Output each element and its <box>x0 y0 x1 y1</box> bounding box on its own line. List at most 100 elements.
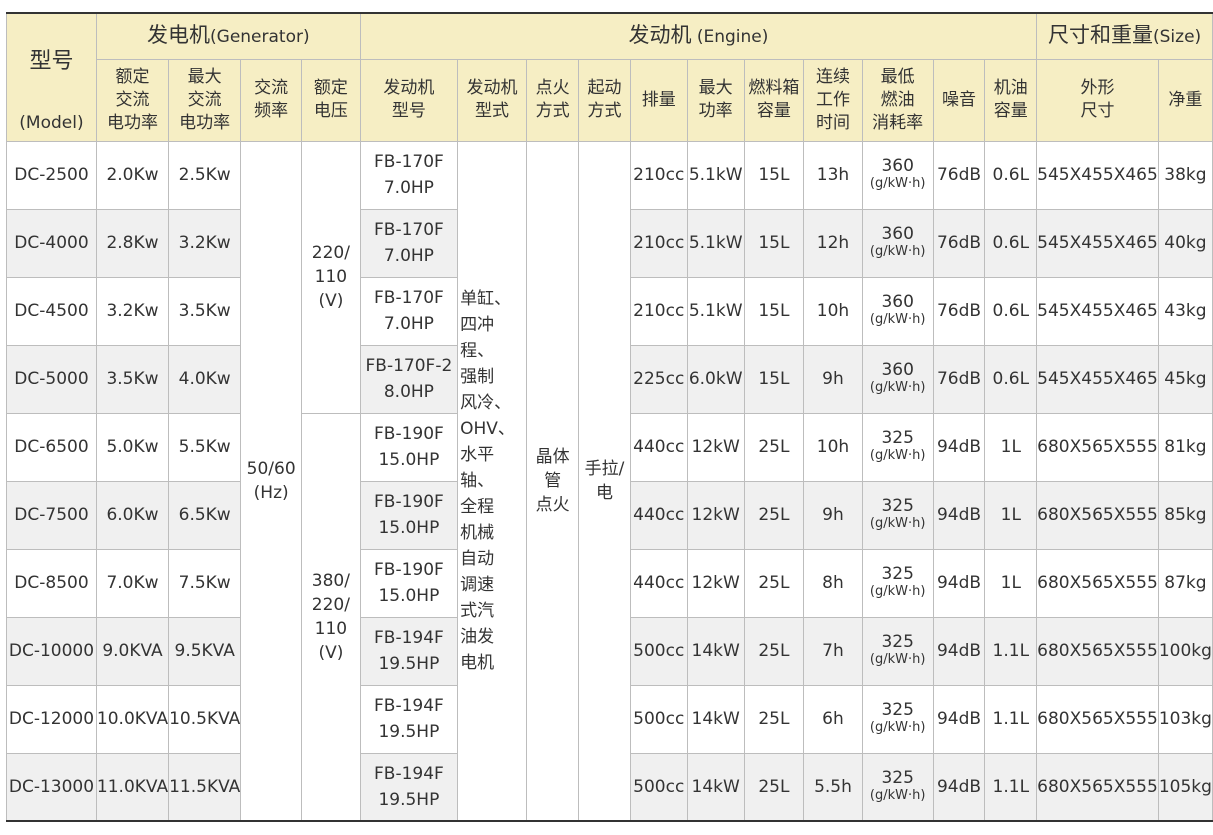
displacement-cell: 500cc <box>629 616 688 686</box>
net-weight-cell: 43kg <box>1157 276 1213 346</box>
net-weight-cell: 103kg <box>1157 684 1213 754</box>
displacement-cell: 440cc <box>629 548 688 618</box>
fuel-consumption-value: 360 <box>881 360 914 380</box>
col-oil-capacity: 机油 容量 <box>984 58 1038 142</box>
dimensions-cell: 680X565X555 <box>1036 616 1159 686</box>
dimensions-cell: 680X565X555 <box>1036 752 1159 822</box>
noise-cell: 76dB <box>932 208 986 278</box>
fuel-consumption-value: 360 <box>881 292 914 312</box>
fuel-tank-cell: 25L <box>743 480 805 550</box>
frequency-cell: 50/60 (Hz) <box>240 140 303 822</box>
noise-cell: 76dB <box>932 140 986 210</box>
max-power-cell: 7.5Kw <box>168 548 242 618</box>
net-weight-cell: 87kg <box>1157 548 1213 618</box>
fuel-consumption-value: 360 <box>881 224 914 244</box>
table-row: DC-5000 3.5Kw 4.0Kw FB-170F-2 8.0HP 225cc 6.0… <box>6 344 1213 414</box>
model-cell: DC-5000 <box>6 344 97 414</box>
header-size-cn: 尺寸和重量 <box>1048 23 1153 48</box>
table-row: DC-10000 9.0KVA 9.5KVA FB-194F 19.5HP 500cc 1… <box>6 616 1213 686</box>
oil-capacity-cell: 1.1L <box>984 616 1038 686</box>
engine-type-cell: 单缸、 四冲程、 强制 风冷、 OHV、 水平轴、 全程 机械 自动 调速 式汽… <box>457 140 527 822</box>
model-cell: DC-8500 <box>6 548 97 618</box>
runtime-cell: 10h <box>803 412 863 482</box>
displacement-cell: 210cc <box>629 140 688 210</box>
oil-capacity-cell: 1L <box>984 480 1038 550</box>
fuel-consumption-unit: (g/kW·h) <box>869 448 926 463</box>
noise-cell: 76dB <box>932 276 986 346</box>
fuel-consumption-value: 325 <box>881 632 914 652</box>
noise-cell: 76dB <box>932 344 986 414</box>
runtime-cell: 9h <box>803 480 863 550</box>
model-cell: DC-13000 <box>6 752 97 822</box>
fuel-consumption-value: 325 <box>881 496 914 516</box>
col-dimensions: 外形 尺寸 <box>1036 58 1159 142</box>
max-output-cell: 14kW <box>686 616 745 686</box>
runtime-cell: 6h <box>803 684 863 754</box>
fuel-consumption-cell: 360 (g/kW·h) <box>861 344 934 414</box>
engine-model-cell: FB-170F-2 8.0HP <box>359 344 459 414</box>
dimensions-cell: 545X455X465 <box>1036 276 1159 346</box>
max-power-cell: 10.5KVA <box>168 684 242 754</box>
col-max-power: 最大 交流 电功率 <box>168 58 242 142</box>
col-rated-power: 额定 交流 电功率 <box>95 58 170 142</box>
col-engine-type: 发动机 型式 <box>457 58 527 142</box>
col-rated-voltage: 额定 电压 <box>301 58 361 142</box>
noise-cell: 94dB <box>932 616 986 686</box>
fuel-consumption-unit: (g/kW·h) <box>869 720 926 735</box>
fuel-consumption-unit: (g/kW·h) <box>869 787 926 803</box>
header-model-cn: 型号 <box>29 48 74 74</box>
header-generator-en: (Generator) <box>210 27 310 48</box>
fuel-consumption-unit: (g/kW·h) <box>869 652 926 667</box>
table-row: DC-6500 5.0Kw 5.5Kw 380/ 220/ 110 (V) FB-190… <box>6 412 1213 822</box>
max-output-cell: 14kW <box>686 752 745 822</box>
fuel-tank-cell: 25L <box>743 548 805 618</box>
oil-capacity-cell: 1.1L <box>984 752 1038 822</box>
max-output-cell: 12kW <box>686 548 745 618</box>
fuel-consumption-unit: (g/kW·h) <box>869 380 926 395</box>
model-cell: DC-2500 <box>6 140 97 210</box>
table-row: DC-8500 7.0Kw 7.5Kw FB-190F 15.0HP 440cc 12kW… <box>6 548 1213 618</box>
table-row: DC-4000 2.8Kw 3.2Kw FB-170F 7.0HP 210cc 5.1kW… <box>6 208 1213 278</box>
fuel-consumption-cell: 360 (g/kW·h) <box>861 140 934 210</box>
fuel-consumption-value: 360 <box>881 156 914 176</box>
model-cell: DC-12000 <box>6 684 97 754</box>
engine-model-cell: FB-194F 19.5HP <box>359 684 459 754</box>
engine-model-cell: FB-170F 7.0HP <box>359 140 459 210</box>
header-engine-cn: 发动机 <box>628 23 692 48</box>
dimensions-cell: 680X565X555 <box>1036 480 1159 550</box>
col-max-output: 最大 功率 <box>686 58 745 142</box>
dimensions-cell: 545X455X465 <box>1036 344 1159 414</box>
fuel-consumption-value: 325 <box>881 564 914 584</box>
runtime-cell: 12h <box>803 208 863 278</box>
rated-power-cell: 3.2Kw <box>95 276 170 346</box>
col-frequency: 交流 频率 <box>240 58 303 142</box>
noise-cell: 94dB <box>932 684 986 754</box>
col-displacement: 排量 <box>629 58 688 142</box>
fuel-tank-cell: 15L <box>743 208 805 278</box>
fuel-tank-cell: 25L <box>743 412 805 482</box>
runtime-cell: 9h <box>803 344 863 414</box>
engine-model-cell: FB-194F 19.5HP <box>359 616 459 686</box>
header-generator: 发电机(Generator) <box>95 12 361 60</box>
fuel-consumption-cell: 325 (g/kW·h) <box>861 752 934 822</box>
engine-model-cell: FB-170F 7.0HP <box>359 208 459 278</box>
net-weight-cell: 38kg <box>1157 140 1213 210</box>
dimensions-cell: 545X455X465 <box>1036 140 1159 210</box>
fuel-tank-cell: 15L <box>743 344 805 414</box>
table-row: DC-7500 6.0Kw 6.5Kw FB-190F 15.0HP 440cc 12kW… <box>6 480 1213 550</box>
displacement-cell: 225cc <box>629 344 688 414</box>
max-output-cell: 5.1kW <box>686 276 745 346</box>
fuel-consumption-cell: 360 (g/kW·h) <box>861 208 934 278</box>
displacement-cell: 500cc <box>629 684 688 754</box>
max-power-cell: 6.5Kw <box>168 480 242 550</box>
net-weight-cell: 105kg <box>1157 752 1213 822</box>
fuel-consumption-cell: 325 (g/kW·h) <box>861 480 934 550</box>
table-row: DC-13000 11.0KVA 11.5KVA FB-194F 19.5HP 500c… <box>6 752 1213 822</box>
col-start: 起动 方式 <box>578 58 631 142</box>
rated-power-cell: 2.8Kw <box>95 208 170 278</box>
max-power-cell: 4.0Kw <box>168 344 242 414</box>
max-power-cell: 3.5Kw <box>168 276 242 346</box>
header-engine-en: (Engine) <box>691 27 769 48</box>
table-row: DC-4500 3.2Kw 3.5Kw FB-170F 7.0HP 210cc 5.1kW… <box>6 276 1213 346</box>
col-engine-model: 发动机 型号 <box>359 58 459 142</box>
